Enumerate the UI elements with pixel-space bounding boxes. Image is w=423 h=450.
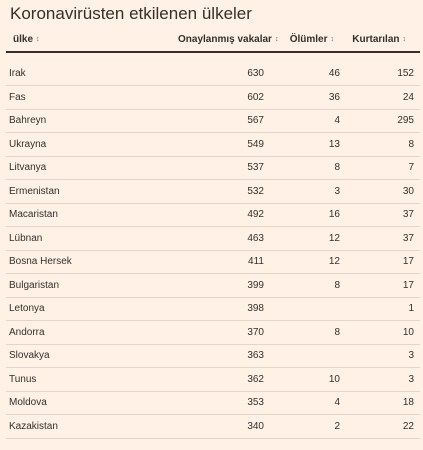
sort-icon[interactable]: ↕ [274, 35, 279, 43]
recovered-cell: 8 [408, 138, 414, 150]
column-header-label: Ölümler [289, 33, 328, 45]
country-cell: Litvanya [9, 162, 47, 174]
country-cell: Bulgaristan [9, 279, 60, 291]
country-cell: Irak [9, 68, 26, 79]
country-cell: Kazakistan [9, 420, 58, 432]
deaths-cell: 16 [328, 209, 340, 221]
table-row: Slovakya 363 3 [6, 344, 420, 368]
table-row: Andorra 370 8 10 [6, 321, 420, 344]
deaths-cell: 8 [334, 326, 340, 338]
deaths-cell: 4 [334, 397, 340, 409]
country-cell: Andorra [9, 326, 45, 338]
recovered-cell: 3 [408, 350, 414, 362]
table-row: Bahreyn 567 4 295 [6, 109, 420, 133]
deaths-cell: 10 [328, 373, 340, 385]
cases-cell: 549 [247, 138, 264, 150]
sort-icon[interactable]: ↕ [402, 35, 407, 43]
table-row: Bosna Hersek 411 12 17 [6, 250, 420, 274]
column-header-cases[interactable]: Onaylanmış vakalar ↕ [174, 27, 278, 52]
deaths-cell: 8 [334, 162, 340, 174]
cases-cell: 532 [247, 185, 264, 197]
country-cell: Moldova [9, 397, 47, 409]
cases-cell: 340 [247, 420, 264, 432]
country-cell: Fas [9, 91, 26, 103]
sort-icon[interactable]: ↕ [36, 35, 40, 43]
recovered-cell: 10 [402, 326, 414, 338]
cases-cell: 492 [247, 209, 264, 221]
country-cell: Lübnan [9, 232, 43, 244]
cases-cell: 353 [247, 397, 264, 409]
column-header-deaths[interactable]: Ölümler ↕ [270, 27, 348, 52]
country-cell: Tunus [9, 373, 37, 385]
country-cell: Macaristan [9, 209, 58, 221]
cases-cell: 411 [248, 256, 264, 268]
table-row: Ukrayna 549 13 8 [6, 133, 420, 156]
deaths-cell: 36 [328, 91, 340, 103]
column-header-recovered[interactable]: Kurtarılan ↕ [348, 27, 420, 52]
table-row: Fas 602 36 24 [6, 86, 420, 109]
recovered-cell: 152 [397, 68, 414, 79]
table-row: Kazakistan 340 2 22 [6, 415, 420, 438]
recovered-cell: 7 [408, 162, 414, 174]
table-row: Ermenistan 532 3 30 [6, 180, 420, 203]
deaths-cell: 2 [334, 420, 340, 432]
deaths-cell: 13 [328, 138, 340, 150]
countries-table: ülke ↕ Onaylanmış vakalar ↕ Ölümler ↕ Kurta… [6, 27, 420, 439]
cases-cell: 363 [247, 350, 264, 362]
recovered-cell: 17 [402, 279, 414, 291]
recovered-cell: 17 [402, 256, 414, 268]
table-row: Tunus 362 10 3 [6, 368, 420, 391]
country-cell: Letonya [9, 303, 45, 315]
header-spacer [6, 52, 420, 62]
cases-cell: 602 [247, 91, 264, 103]
column-header-label: Onaylanmış vakalar [178, 33, 272, 45]
table-row: Bulgaristan 399 8 17 [6, 274, 420, 297]
recovered-cell: 3 [408, 373, 414, 385]
cases-cell: 630 [247, 68, 264, 79]
country-cell: Bahreyn [9, 115, 47, 127]
sort-icon[interactable]: ↕ [330, 35, 335, 43]
deaths-cell [270, 297, 348, 321]
cases-cell: 463 [247, 232, 264, 244]
column-header-country[interactable]: ülke ↕ [6, 27, 174, 52]
table-title: Koronavirüsten etkilenen ülkeler [10, 4, 252, 23]
cases-cell: 399 [247, 279, 264, 291]
table-row: Lübnan 463 12 37 [6, 227, 420, 250]
deaths-cell: 12 [328, 256, 340, 268]
table-row: Moldova 353 4 18 [6, 391, 420, 415]
country-cell: Ermenistan [9, 185, 60, 197]
table-body: Irak 630 46 152 Fas 602 36 24 Bahreyn 56… [6, 52, 420, 438]
table-header-row: ülke ↕ Onaylanmış vakalar ↕ Ölümler ↕ Kurta… [6, 27, 420, 52]
table-row: Litvanya 537 8 7 [6, 156, 420, 180]
cases-cell: 537 [247, 162, 264, 174]
recovered-cell: 24 [402, 91, 414, 103]
recovered-cell: 37 [402, 209, 414, 221]
cases-cell: 362 [247, 373, 264, 385]
country-cell: Slovakya [9, 350, 50, 362]
table-row: Letonya 398 1 [6, 297, 420, 321]
recovered-cell: 18 [402, 397, 414, 409]
column-header-label: Kurtarılan [352, 33, 400, 45]
cases-cell: 398 [247, 303, 264, 315]
column-header-label: ülke [13, 33, 34, 45]
recovered-cell: 22 [402, 420, 414, 432]
deaths-cell: 46 [328, 68, 340, 79]
cases-cell: 370 [247, 326, 264, 338]
cases-cell: 567 [247, 115, 264, 127]
recovered-cell: 37 [402, 232, 414, 244]
deaths-cell: 12 [328, 232, 340, 244]
country-cell: Bosna Hersek [9, 256, 72, 268]
country-cell: Ukrayna [9, 138, 47, 150]
recovered-cell: 30 [402, 185, 414, 197]
table-row: Irak 630 46 152 [6, 62, 420, 86]
deaths-cell: 4 [334, 115, 340, 127]
recovered-cell: 295 [397, 115, 414, 127]
recovered-cell: 1 [408, 303, 414, 315]
deaths-cell: 3 [334, 185, 340, 197]
table-row: Macaristan 492 16 37 [6, 203, 420, 227]
deaths-cell [270, 344, 348, 368]
deaths-cell: 8 [334, 279, 340, 291]
